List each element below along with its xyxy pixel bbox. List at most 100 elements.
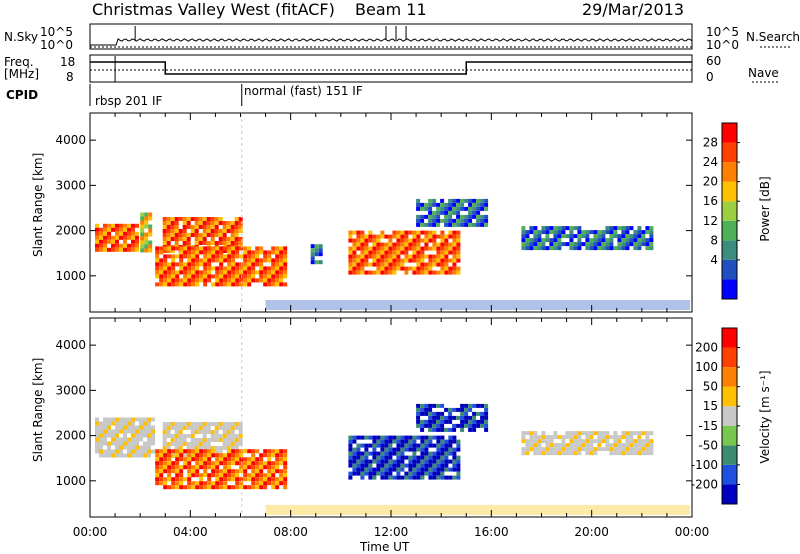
velocity-cell <box>384 455 389 460</box>
power-cell <box>553 242 558 247</box>
power-cell <box>537 230 542 235</box>
velocity-cell <box>218 450 223 454</box>
power-cell <box>243 258 248 263</box>
velocity-cell <box>159 453 164 458</box>
velocity-cell <box>135 441 139 446</box>
velocity-cell <box>231 477 236 482</box>
velocity-cell <box>561 439 566 444</box>
power-cell <box>223 266 228 271</box>
power-cell <box>171 266 176 271</box>
power-cell <box>115 223 119 228</box>
power-cell <box>456 270 461 275</box>
velocity-cell <box>143 425 147 430</box>
velocity-cell <box>428 459 433 464</box>
velocity-cell <box>171 469 176 474</box>
velocity-cell <box>597 443 602 448</box>
velocity-cell <box>267 449 272 454</box>
velocity-cell <box>151 437 155 442</box>
power-cell <box>203 246 208 251</box>
power-cell <box>420 266 425 271</box>
power-cell <box>155 270 160 275</box>
power-cell <box>183 274 188 279</box>
velocity-ytick-label-2: 2000 <box>55 429 86 443</box>
velocity-cell <box>267 457 272 462</box>
velocity-cell <box>376 471 381 476</box>
power-cell <box>388 250 393 255</box>
power-cell <box>219 258 224 263</box>
velocity-cell <box>573 443 578 448</box>
velocity-cell <box>404 443 409 448</box>
power-cell <box>561 230 566 235</box>
power-cell <box>420 246 425 251</box>
velocity-cell <box>428 451 433 456</box>
power-colorbar-label-2: 20 <box>703 175 718 189</box>
power-cell <box>416 234 421 239</box>
velocity-cell <box>368 435 373 440</box>
power-cell <box>649 230 654 235</box>
power-cell <box>144 240 149 245</box>
velocity-cell <box>597 435 602 440</box>
power-cell <box>203 254 208 259</box>
power-cell <box>267 270 272 275</box>
power-cell <box>404 230 409 235</box>
velocity-cell <box>436 451 441 456</box>
power-cell <box>131 231 135 236</box>
power-cell <box>456 206 461 211</box>
velocity-cell <box>182 426 187 430</box>
velocity-cell <box>356 447 361 452</box>
power-cell <box>625 230 630 235</box>
velocity-cell <box>440 451 445 456</box>
power-cell <box>239 270 244 275</box>
power-cell <box>396 254 401 259</box>
power-cell <box>589 242 594 247</box>
power-cell <box>533 234 538 239</box>
velocity-cell <box>348 471 353 476</box>
power-cell <box>352 242 357 247</box>
power-cell <box>163 262 168 267</box>
power-ytick-label-2: 2000 <box>55 224 86 238</box>
velocity-cell <box>392 439 397 444</box>
velocity-cell <box>420 435 425 440</box>
velocity-cell <box>412 443 417 448</box>
power-cell <box>368 234 373 239</box>
power-cell <box>348 258 353 263</box>
velocity-cell <box>171 465 176 470</box>
power-cell <box>263 254 268 259</box>
power-cell <box>219 262 224 267</box>
power-cell <box>183 278 188 283</box>
power-cell <box>420 270 425 275</box>
velocity-cell <box>155 457 160 462</box>
velocity-cell <box>151 417 155 422</box>
velocity-cell <box>135 425 139 430</box>
power-cell <box>356 270 361 275</box>
velocity-cell <box>448 447 453 452</box>
power-cell <box>219 270 224 275</box>
velocity-cell <box>95 437 99 442</box>
power-cell <box>135 243 139 248</box>
velocity-cell <box>525 451 530 456</box>
velocity-cell <box>207 485 212 490</box>
power-cell <box>175 270 180 275</box>
power-cell <box>283 282 288 287</box>
power-cell <box>171 282 176 287</box>
velocity-cell <box>472 403 477 408</box>
power-cell <box>171 246 176 251</box>
power-cell <box>259 278 264 283</box>
power-cell <box>376 242 381 247</box>
velocity-cell <box>202 422 207 426</box>
velocity-cell <box>178 434 183 438</box>
power-cell <box>364 242 369 247</box>
velocity-cell <box>171 481 176 486</box>
power-cell <box>186 225 191 229</box>
power-cell <box>392 250 397 255</box>
velocity-cell <box>170 426 175 430</box>
velocity-cell <box>464 403 469 408</box>
power-cell <box>468 210 473 215</box>
velocity-cell <box>416 423 421 428</box>
velocity-cell <box>372 451 377 456</box>
power-ytick-label-1: 3000 <box>55 178 86 192</box>
power-cell <box>251 262 256 267</box>
power-cell <box>227 250 232 255</box>
power-cell <box>283 254 288 259</box>
power-cell <box>529 230 534 235</box>
